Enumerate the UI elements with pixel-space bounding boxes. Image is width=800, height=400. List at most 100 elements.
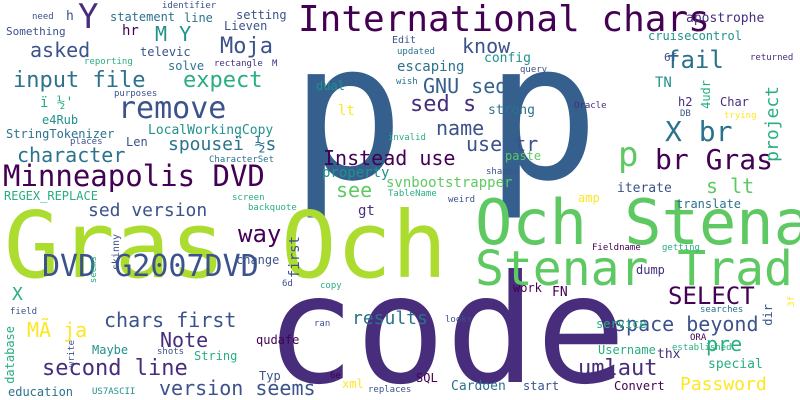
word-code: code [265, 244, 627, 400]
word-characterset: CharacterSet [209, 155, 275, 165]
word-convert: Convert [614, 379, 665, 393]
word-i-half: ï ½' [40, 95, 74, 111]
word-statement: statement [110, 10, 176, 24]
word-space-beyond: space beyond [614, 312, 759, 336]
word-change: change [236, 253, 280, 267]
word-second-line: second line [42, 356, 188, 381]
word-updated: updated [397, 47, 435, 57]
word-pre: pre [706, 332, 743, 356]
word-televic: televic [140, 45, 191, 59]
word-service: service [596, 317, 647, 331]
word-searches: searches [700, 305, 744, 315]
word-dvd-g2007dvd: DVD G2007DVD [42, 249, 259, 284]
word-sed-s: sed s [410, 92, 477, 117]
word-m: M [272, 59, 278, 69]
word-know: know [462, 34, 511, 58]
word-asked: asked [30, 38, 91, 62]
word-x: X [12, 284, 23, 305]
word-us7ascii: US7ASCII [92, 387, 136, 397]
word-translate: translate [676, 197, 742, 211]
word-seems: seems [89, 256, 99, 284]
word-lieven: Lieven [224, 19, 268, 33]
word-x-br: X br [665, 115, 733, 148]
word-gt: gt [358, 203, 375, 219]
word-invalid: invalid [388, 133, 426, 143]
word-gnu-sed: GNU sed [423, 74, 508, 98]
word-field: field [10, 307, 38, 317]
word-localworkingcopy: LocalWorkingCopy [148, 123, 274, 138]
word-dump: dump [636, 263, 665, 277]
word-sql: SQL [416, 371, 438, 385]
word-och-stenar: Och Stenar [475, 186, 800, 259]
word-4udr: 4udr [699, 80, 713, 109]
word-m-y: M Y [155, 22, 192, 46]
word-p: p [485, 2, 600, 223]
word-6e: 6e [330, 371, 341, 381]
word-3f: 3f [787, 296, 797, 307]
word-amp: amp [578, 191, 600, 205]
word-umlaut: umlaut [578, 356, 658, 381]
word-thx: thx [657, 347, 681, 362]
word-lt: lt [338, 103, 355, 119]
word-database: database [3, 326, 17, 384]
word-tn: TN [655, 75, 672, 91]
word-regex-replace: REGEX_REPLACE [4, 189, 98, 203]
word-results: results [352, 308, 428, 329]
word-dual: dual [316, 79, 345, 93]
word-skinny: skinny [111, 234, 122, 271]
word-wish: wish [396, 77, 418, 87]
word-spouse: spouseï ½s [168, 134, 277, 155]
word-project: project [762, 86, 783, 162]
word-edit: Edit [392, 35, 417, 46]
word-fieldname: Fieldname [592, 243, 641, 253]
word-password: Password [680, 374, 767, 395]
word-br-gras: br Gras [655, 143, 774, 176]
word-cruisecontrol: cruisecontrol [648, 29, 742, 43]
word-places: places [70, 137, 103, 147]
word-weird: weird [448, 195, 476, 205]
word-ma-ja: MÃ ja [27, 318, 88, 342]
word-backquote: backquote [248, 203, 297, 213]
word-maybe: Maybe [92, 343, 129, 357]
word-string: String [194, 349, 238, 363]
word-identifier: identifier [162, 1, 217, 11]
word-property: property [322, 165, 390, 181]
word-ran: ran [314, 319, 331, 329]
word-moja: Moja [220, 34, 273, 59]
word-expect: expect [183, 68, 263, 93]
word-special: special [708, 357, 763, 372]
word-fn: FN [552, 285, 568, 300]
word-note: Note [160, 328, 209, 352]
word-iterate: iterate [617, 181, 672, 196]
word-established: established [672, 343, 732, 353]
word-shapes: shapes [486, 167, 519, 177]
word-version-seems: version seems [159, 376, 316, 400]
word-character: character [17, 143, 126, 167]
word-solve: solve [168, 59, 205, 73]
word-paste: paste [505, 149, 542, 163]
word-remove: remove [118, 91, 227, 126]
word-replaces: replaces [368, 385, 412, 395]
word-tablename: TableName [388, 189, 437, 199]
word-input-file: input file [13, 68, 146, 93]
word-6f: 6f [664, 51, 678, 64]
word-typ: Typ [259, 369, 281, 383]
word-write: write [67, 340, 77, 368]
word-see: see [336, 178, 373, 202]
word-purposes: purposes [114, 89, 158, 99]
word-minneapolis-dvd: Minneapolis DVD [3, 159, 265, 193]
word-6d: 6d [282, 279, 293, 289]
word-something: Something [6, 25, 66, 38]
word-education: education [8, 385, 74, 399]
word-returned: returned [750, 53, 794, 63]
word-h2: h2 [678, 95, 693, 109]
word-oracle: Oracle [574, 101, 607, 111]
word-sed-version: sed version [88, 200, 208, 221]
word-escaping: escaping [397, 59, 465, 75]
word-getting: getting [662, 243, 700, 253]
word-query: query [520, 65, 548, 75]
word-strong: strong [488, 103, 535, 118]
word-char: Char [720, 95, 749, 109]
word-chars-first: chars first [104, 308, 237, 332]
